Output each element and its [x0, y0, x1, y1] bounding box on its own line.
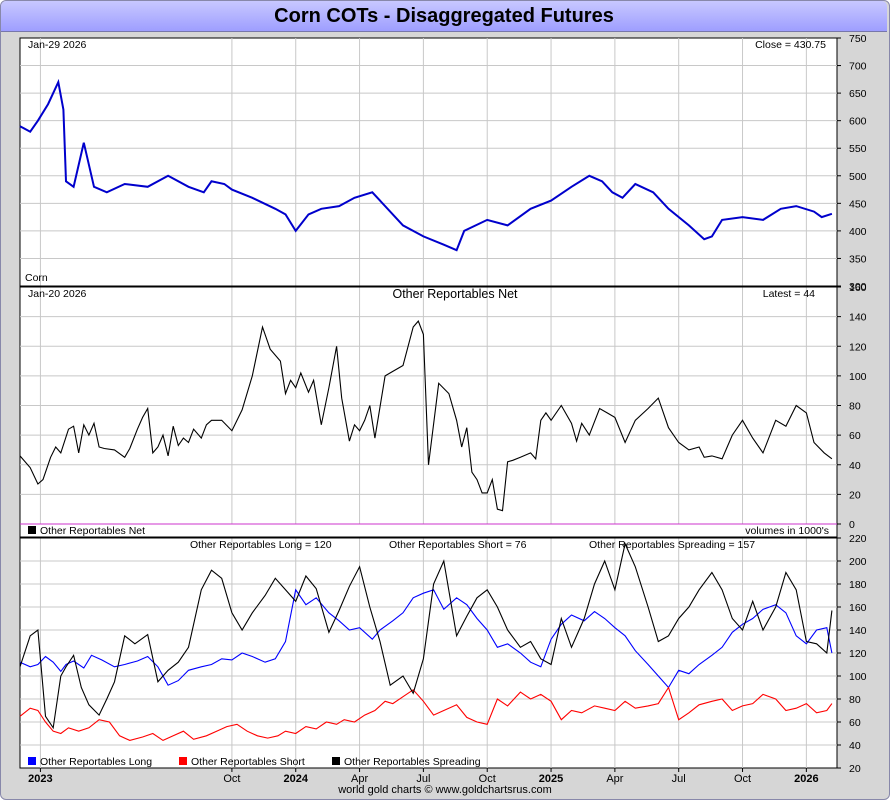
y-tick-label: 100 [849, 671, 867, 683]
y-tick-label: 220 [849, 533, 867, 545]
short-series [19, 686, 833, 742]
chart-title: Corn COTs - Disaggregated Futures [1, 1, 887, 32]
y-tick-label: 180 [849, 579, 867, 591]
y-tick-label: 200 [849, 556, 867, 568]
y-tick-label: 120 [849, 648, 867, 660]
y-tick-label: 40 [849, 460, 861, 472]
net-title: Other Reportables Net [392, 287, 518, 301]
y-tick-label: 60 [849, 430, 861, 442]
x-tick-label: Oct [734, 773, 751, 785]
net-legend-swatch [28, 526, 36, 534]
net-panel [19, 286, 838, 538]
x-axis: 2023 Oct 2024 Apr Jul Oct 2025 Apr Jul Oct 2026 [28, 768, 819, 785]
y-tick-label: 120 [849, 341, 867, 353]
spreading-legend-label: Other Reportables Spreading [344, 756, 481, 768]
y-tick-label: 160 [849, 602, 867, 614]
short-legend-swatch [179, 757, 187, 765]
x-tick-label: Apr [351, 773, 368, 785]
y-tick-label: 40 [849, 740, 861, 752]
x-tick-label: Jul [416, 773, 430, 785]
x-tick-label: 2024 [283, 773, 308, 785]
y-tick-label: 650 [849, 88, 867, 100]
y-tick-label: 20 [849, 489, 861, 501]
long-legend-swatch [28, 757, 36, 765]
x-tick-label: 2026 [794, 773, 818, 785]
x-tick-label: Apr [606, 773, 623, 785]
series-layer [19, 78, 833, 742]
long-latest-label: Other Reportables Long = 120 [190, 539, 332, 551]
y-tick-label: 60 [849, 717, 861, 729]
footer-credit: world gold charts © www.goldchartsrus.co… [338, 784, 552, 796]
y-tick-label: 20 [849, 763, 861, 775]
price-symbol-label: Corn [25, 272, 48, 284]
y-tick-label: 100 [849, 371, 867, 383]
y-tick-label: 600 [849, 116, 867, 128]
y-tick-label: 80 [849, 694, 861, 706]
price-panel [19, 37, 838, 287]
long-series [19, 588, 833, 689]
price-date-label: Jan-29 2026 [28, 39, 87, 51]
y-tick-label: 750 [849, 33, 867, 45]
x-tick-label: Jul [672, 773, 686, 785]
net-latest-label: Latest = 44 [763, 288, 815, 300]
axis-layer: 300 350 400 450 500 550 600 650 700 750 0 20 40 60 80 1… [837, 33, 867, 775]
y-tick-label: 140 [849, 312, 867, 324]
y-tick-label: 300 [849, 281, 867, 293]
net-legend-label: Other Reportables Net [40, 525, 145, 537]
long-legend-label: Other Reportables Long [40, 756, 152, 768]
y-tick-label: 450 [849, 198, 867, 210]
y-tick-label: 500 [849, 171, 867, 183]
short-latest-label: Other Reportables Short = 76 [389, 539, 527, 551]
x-tick-label: 2023 [28, 773, 52, 785]
spreading-legend-swatch [332, 757, 340, 765]
net-date-label: Jan-20 2026 [28, 288, 87, 300]
net-series [19, 320, 833, 512]
y-tick-label: 0 [849, 519, 855, 531]
x-tick-label: Oct [479, 773, 496, 785]
y-tick-label: 400 [849, 226, 867, 238]
y-tick-label: 700 [849, 61, 867, 73]
y-tick-label: 140 [849, 625, 867, 637]
units-label: volumes in 1000's [745, 525, 829, 537]
x-tick-label: Oct [223, 773, 240, 785]
y-tick-label: 160 [849, 282, 867, 294]
y-tick-label: 350 [849, 253, 867, 265]
spreading-latest-label: Other Reportables Spreading = 157 [589, 539, 755, 551]
price-close-label: Close = 430.75 [755, 39, 826, 51]
spreading-series [19, 542, 833, 730]
price-series [19, 78, 833, 252]
y-tick-label: 550 [849, 143, 867, 155]
x-tick-label: 2025 [539, 773, 563, 785]
y-tick-label: 80 [849, 401, 861, 413]
short-legend-label: Other Reportables Short [191, 756, 305, 768]
